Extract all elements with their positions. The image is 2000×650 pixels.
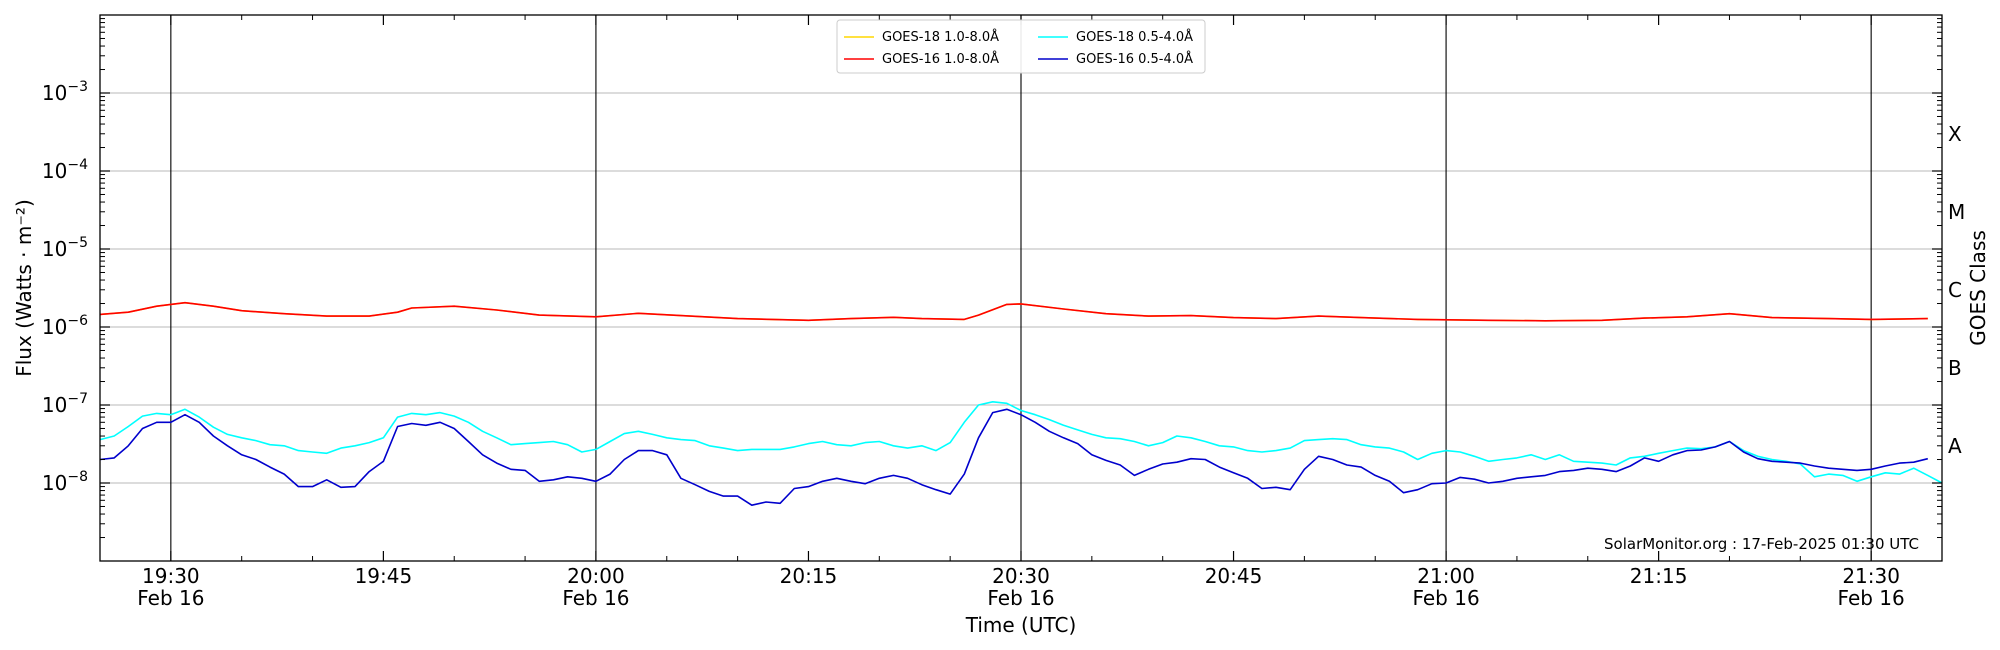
goes-class-label: C xyxy=(1948,278,1962,302)
goes-class-axis-title: GOES Class xyxy=(1966,230,1990,346)
x-tick-label: 20:00 xyxy=(567,564,625,588)
x-tick-label: 21:00 xyxy=(1417,564,1475,588)
series-line-1 xyxy=(99,301,1928,322)
goes-class-label: B xyxy=(1948,356,1962,380)
x-tick-date-label: Feb 16 xyxy=(137,586,204,610)
x-tick-label: 21:30 xyxy=(1842,564,1900,588)
series-line-2 xyxy=(99,400,1943,484)
x-tick-label: 20:30 xyxy=(992,564,1050,588)
y-tick-label: 10−6 xyxy=(42,313,88,339)
legend-box xyxy=(836,19,1206,74)
legend-label-goes18-short: GOES-18 0.5-4.0Å xyxy=(1076,29,1193,45)
series-line-3 xyxy=(99,408,1928,507)
x-tick-label: 20:15 xyxy=(780,564,838,588)
y-tick-label: 10−4 xyxy=(42,157,88,183)
y-axis-title: Flux (Watts · m⁻²) xyxy=(12,199,36,377)
plot-lines xyxy=(99,301,1943,507)
legend-label-goes18-long: GOES-18 1.0-8.0Å xyxy=(882,29,999,45)
x-tick-label: 19:30 xyxy=(142,564,200,588)
y-tick-label: 10−5 xyxy=(42,235,88,261)
y-tick-label: 10−8 xyxy=(42,469,88,495)
goes-class-label: M xyxy=(1948,200,1965,224)
x-tick-label: 20:45 xyxy=(1205,564,1263,588)
y-tick-label: 10−7 xyxy=(42,391,88,417)
legend-label-goes16-long: GOES-16 1.0-8.0Å xyxy=(882,51,999,67)
legend: GOES-18 1.0-8.0Å GOES-16 1.0-8.0Å GOES-1… xyxy=(836,19,1206,74)
x-tick-date-label: Feb 16 xyxy=(1412,586,1479,610)
goes-class-label: X xyxy=(1948,122,1962,146)
x-tick-date-label: Feb 16 xyxy=(1838,586,1905,610)
y-tick-label: 10−3 xyxy=(42,79,88,105)
x-tick-label: 21:15 xyxy=(1630,564,1688,588)
x-axis-title: Time (UTC) xyxy=(965,613,1077,637)
goes-class-label: A xyxy=(1948,434,1962,458)
x-tick-label: 19:45 xyxy=(355,564,413,588)
source-annotation: SolarMonitor.org : 17-Feb-2025 01:30 UTC xyxy=(1604,535,1919,553)
axis-ticks xyxy=(99,15,1943,561)
x-tick-date-label: Feb 16 xyxy=(562,586,629,610)
x-tick-date-label: Feb 16 xyxy=(987,586,1054,610)
legend-label-goes16-short: GOES-16 0.5-4.0Å xyxy=(1076,51,1193,67)
